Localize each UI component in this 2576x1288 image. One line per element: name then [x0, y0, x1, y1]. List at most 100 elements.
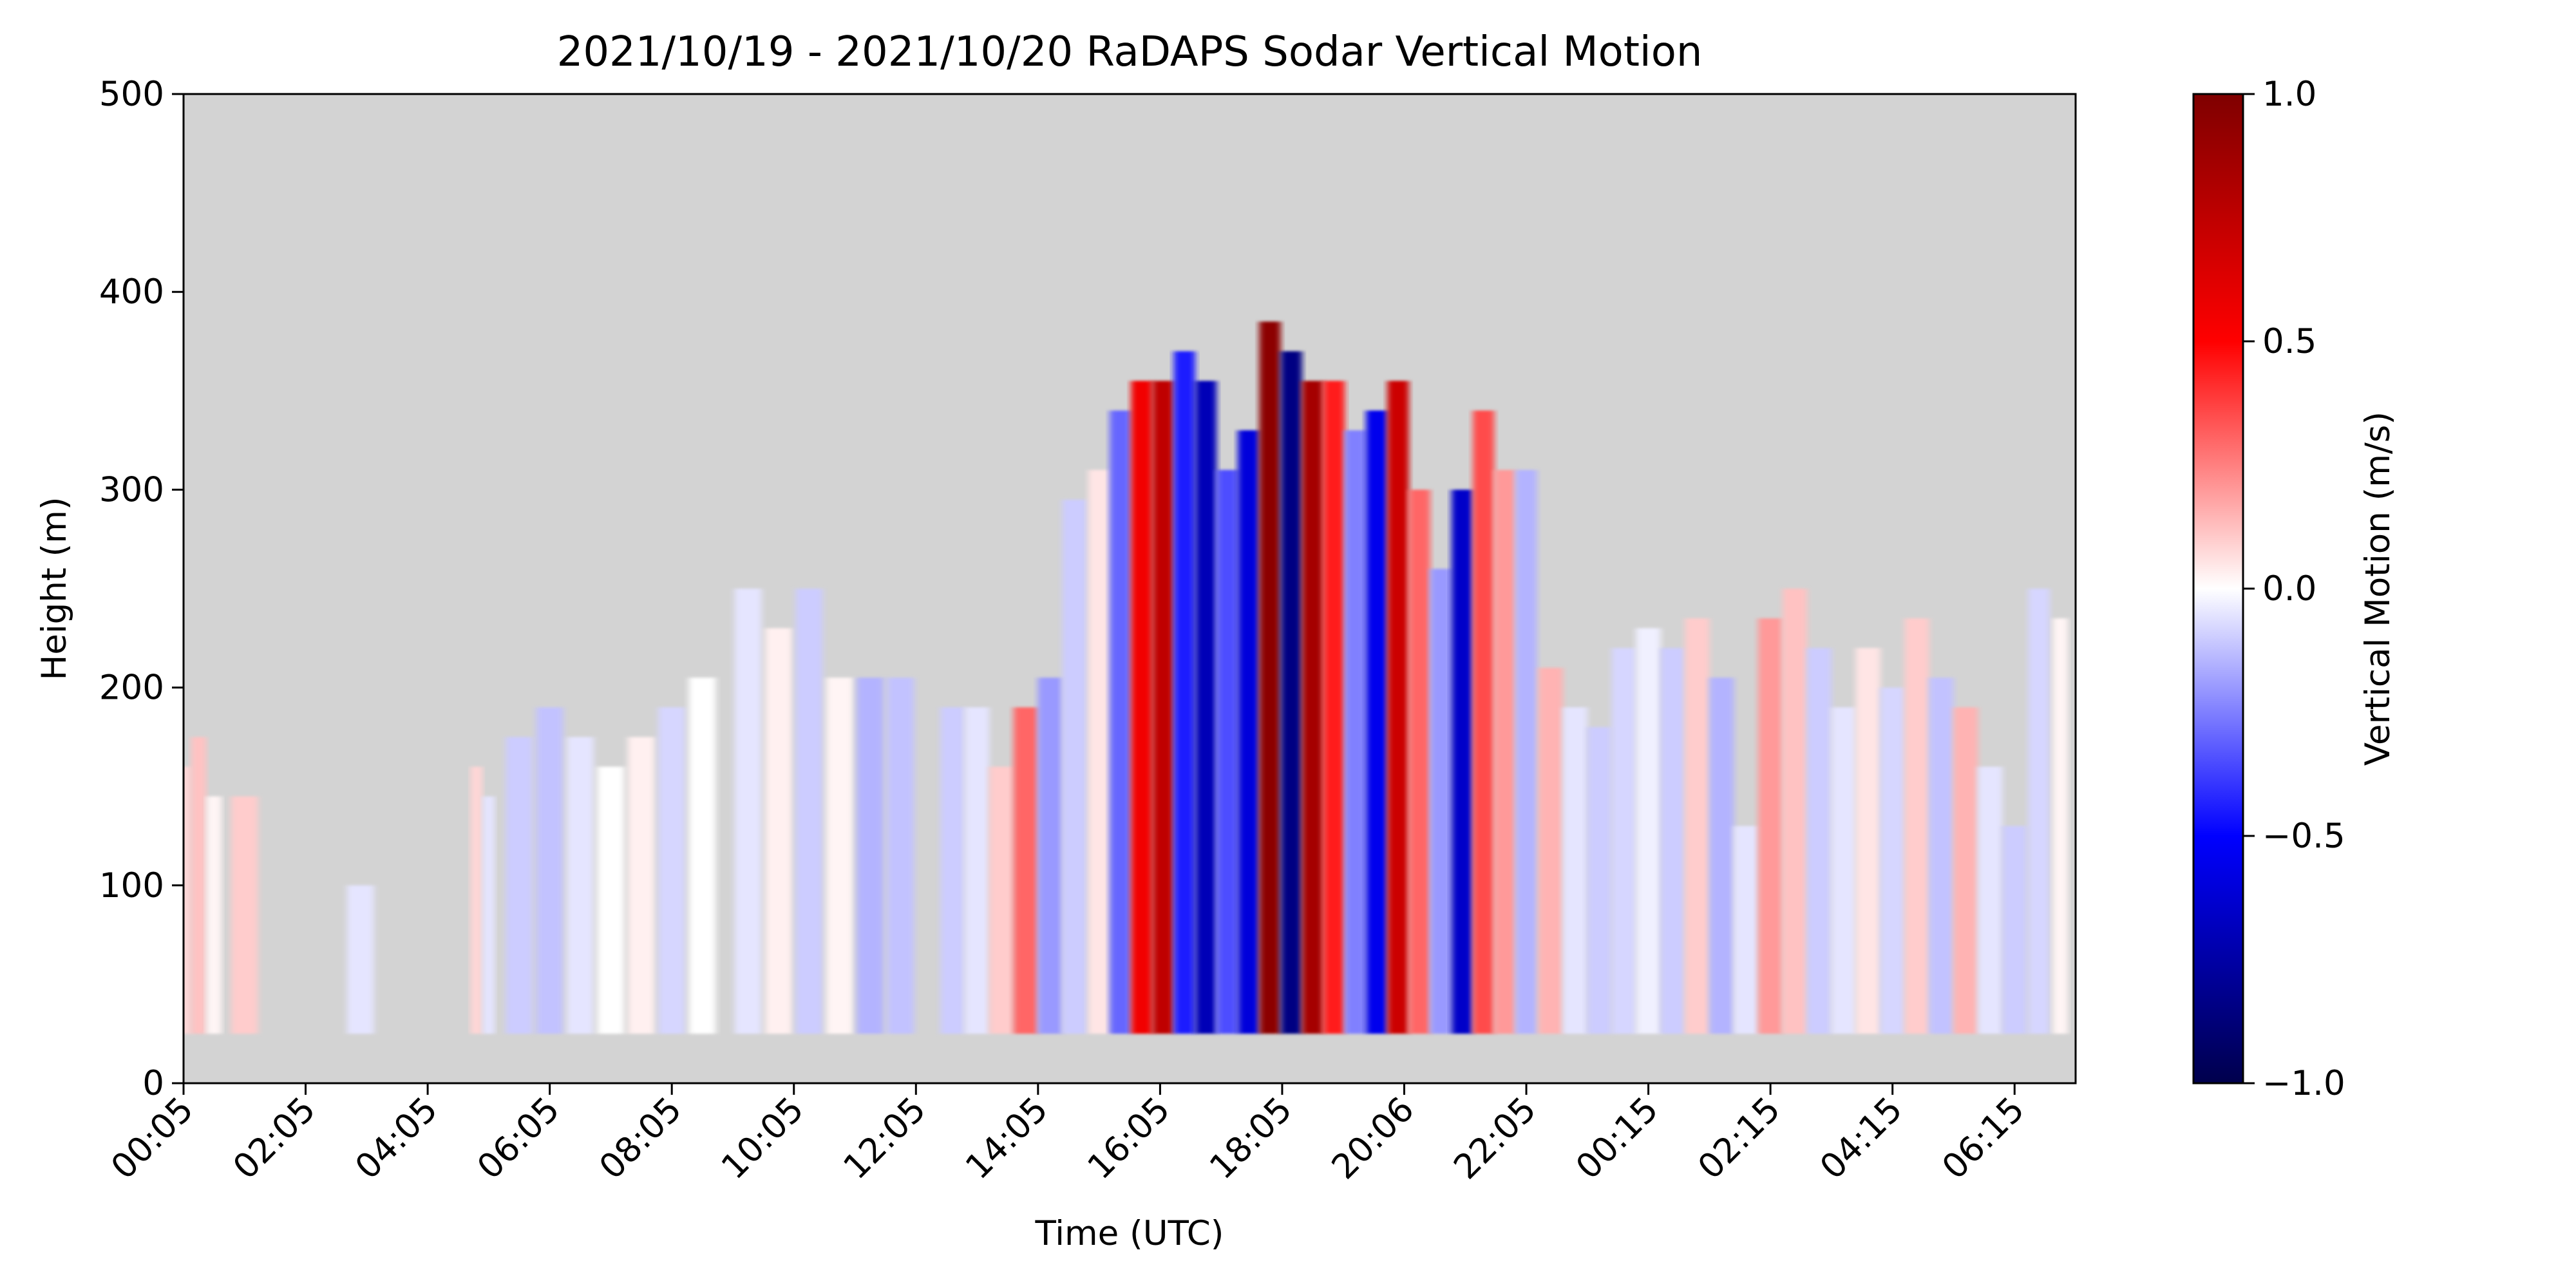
- heatmap-column: [1280, 351, 1302, 1034]
- x-tick-label: 10:05: [714, 1090, 811, 1187]
- heatmap-column: [184, 766, 191, 1034]
- heatmap-column: [1587, 727, 1612, 1034]
- heatmap-column: [1807, 648, 1832, 1034]
- y-tick-label: 200: [99, 668, 164, 708]
- colorbar-tick-label: 0.0: [2262, 569, 2316, 609]
- heatmap-column: [1366, 410, 1388, 1034]
- x-tick-label: 00:05: [104, 1090, 201, 1187]
- colorbar-gradient: [2192, 93, 2244, 1084]
- y-tick-label: 500: [99, 75, 164, 114]
- heatmap-column: [940, 707, 965, 1034]
- heatmap-column: [1685, 618, 1710, 1034]
- heatmap-column: [1758, 618, 1783, 1034]
- x-tick-label: 18:05: [1202, 1090, 1300, 1187]
- heatmap-column: [1062, 499, 1087, 1034]
- heatmap-column: [1302, 381, 1323, 1034]
- x-tick-label: 06:05: [470, 1090, 567, 1187]
- x-tick-label: 08:05: [592, 1090, 689, 1187]
- y-tick-label: 300: [99, 470, 164, 509]
- heatmap-column: [1323, 381, 1345, 1034]
- x-tick-label: 04:05: [348, 1090, 445, 1187]
- heatmap-columns: [184, 321, 2069, 1034]
- x-tick-label: 00:15: [1569, 1090, 1666, 1187]
- colorbar-tick-label: 0.5: [2262, 322, 2316, 361]
- heatmap-column: [567, 737, 594, 1034]
- heatmap-column: [765, 628, 792, 1034]
- heatmap-column: [231, 796, 258, 1034]
- heatmap-column: [470, 766, 483, 1034]
- heatmap-column: [2002, 826, 2027, 1034]
- y-axis: 0 100 200 300 400 500: [99, 75, 184, 1103]
- heatmap-column: [1408, 489, 1430, 1034]
- x-tick-label: 06:15: [1935, 1090, 2032, 1187]
- heatmap-column: [536, 707, 564, 1034]
- plot-frame: [182, 93, 2077, 1084]
- y-tick-label: 100: [99, 866, 164, 905]
- heatmap-column: [1173, 351, 1195, 1034]
- x-tick-label: 04:15: [1813, 1090, 1910, 1187]
- heatmap-column: [1515, 469, 1537, 1034]
- colorbar-tick-label: 1.0: [2262, 75, 2316, 114]
- heatmap-column: [1430, 569, 1452, 1034]
- heatmap-column: [1131, 381, 1153, 1034]
- heatmap-column: [1110, 410, 1132, 1034]
- heatmap-column: [482, 796, 495, 1034]
- heatmap-column: [887, 677, 914, 1034]
- heatmap-column: [1238, 430, 1260, 1034]
- heatmap-column: [1783, 589, 1807, 1034]
- heatmap-column: [857, 677, 884, 1034]
- x-axis-label: Time (UTC): [1035, 1214, 1224, 1253]
- heatmap-column: [506, 737, 533, 1034]
- heatmap-column: [628, 737, 655, 1034]
- x-tick-label: 16:05: [1080, 1090, 1177, 1187]
- heatmap-column: [1494, 469, 1516, 1034]
- heatmap-column: [1734, 826, 1759, 1034]
- heatmap-column: [1611, 648, 1636, 1034]
- heatmap-column: [1013, 707, 1038, 1034]
- colorbar: 1.0 0.5 0.0 −0.5 −1.0 Vertical Motion (m/s): [2192, 75, 2398, 1103]
- heatmap-column: [1855, 648, 1880, 1034]
- heatmap-column: [989, 766, 1014, 1034]
- x-tick-label: 02:15: [1690, 1090, 1788, 1187]
- plot-area: [182, 93, 2077, 1084]
- heatmap-column: [347, 885, 374, 1034]
- colorbar-tick-label: −0.5: [2262, 817, 2345, 856]
- x-tick-label: 02:05: [226, 1090, 323, 1187]
- heatmap-column: [1195, 381, 1217, 1034]
- x-tick-label: 20:06: [1325, 1090, 1422, 1187]
- x-tick-label: 12:05: [836, 1090, 933, 1187]
- heatmap-column: [1088, 469, 1110, 1034]
- heatmap-column: [1152, 381, 1174, 1034]
- y-axis-label: Height (m): [35, 497, 74, 680]
- heatmap-column: [1709, 677, 1734, 1034]
- heatmap-column: [688, 677, 716, 1034]
- x-tick-label: 22:05: [1446, 1090, 1544, 1187]
- heatmap-column: [2028, 589, 2050, 1034]
- heatmap-column: [1562, 707, 1587, 1034]
- colorbar-ticks: 1.0 0.5 0.0 −0.5 −1.0: [2243, 75, 2345, 1103]
- y-tick-label: 400: [99, 272, 164, 312]
- heatmap-column: [1539, 667, 1563, 1034]
- heatmap-column: [1636, 628, 1661, 1034]
- heatmap-column: [2052, 618, 2069, 1034]
- heatmap-column: [1345, 430, 1367, 1034]
- colorbar-tick-label: −1.0: [2262, 1064, 2345, 1103]
- heatmap-column: [597, 766, 625, 1034]
- heatmap-column: [1259, 321, 1281, 1034]
- chart-title: 2021/10/19 - 2021/10/20 RaDAPS Sodar Ver…: [557, 28, 1703, 76]
- heatmap-column: [1037, 677, 1063, 1034]
- heatmap-column: [191, 737, 207, 1034]
- heatmap-column: [1978, 766, 2003, 1034]
- heatmap-column: [1880, 687, 1905, 1034]
- x-axis: 00:05 02:05 04:05 06:05 08:05 10:05 12:05 14:05…: [104, 1083, 2032, 1187]
- heatmap-column: [1904, 618, 1929, 1034]
- heatmap-column: [795, 589, 823, 1034]
- heatmap-column: [965, 707, 989, 1034]
- colorbar-label: Vertical Motion (m/s): [2358, 412, 2398, 766]
- heatmap-column: [1387, 381, 1409, 1034]
- heatmap-column: [658, 707, 685, 1034]
- heatmap-column: [734, 589, 762, 1034]
- heatmap-column: [1660, 648, 1685, 1034]
- heatmap-column: [1953, 707, 1978, 1034]
- heatmap-column: [1217, 469, 1238, 1034]
